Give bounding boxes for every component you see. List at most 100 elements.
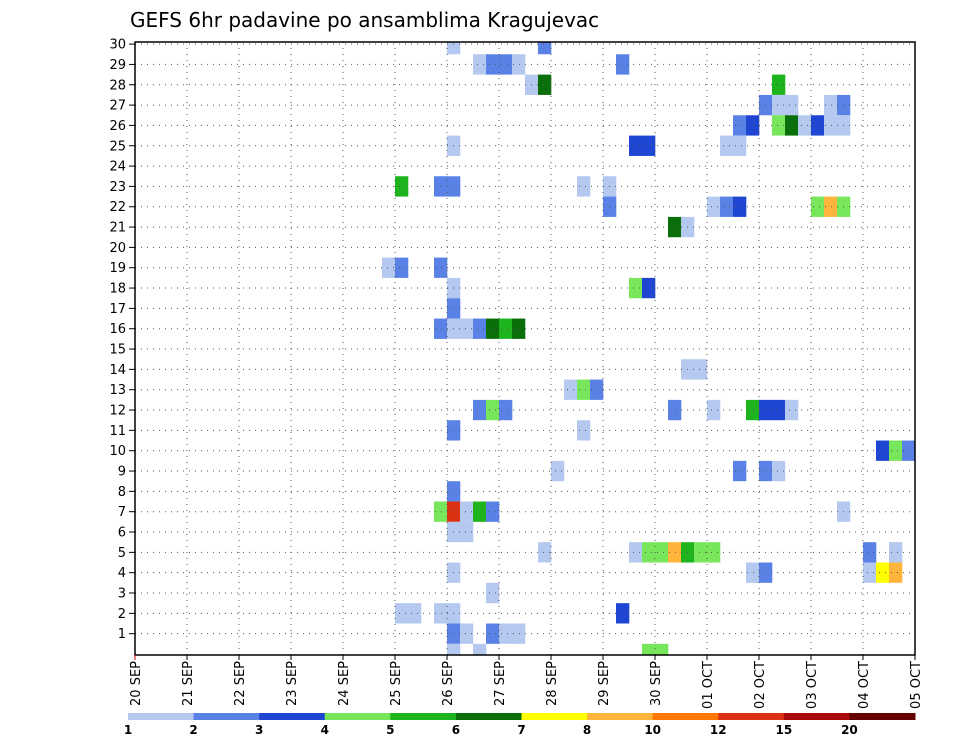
heatmap-cell-97	[889, 542, 903, 563]
heatmap-cell-60	[590, 379, 604, 400]
heatmap-cell-28	[395, 176, 409, 197]
heatmap-cell-72	[876, 440, 890, 461]
heatmap-cell-18	[785, 115, 799, 136]
heatmap-cell-12	[785, 94, 799, 116]
heatmap-cell-16	[746, 115, 760, 136]
grid-lines	[135, 42, 915, 655]
heatmap-cell-42	[382, 257, 396, 278]
y-tick-label-12: 12	[109, 404, 126, 419]
heatmap-cell-26	[720, 135, 734, 156]
legend-label-6: 6	[452, 723, 460, 737]
legend-swatch-2	[259, 713, 326, 720]
x-tick-label-7: 27 SEP	[493, 661, 508, 706]
heatmap-cell-61	[473, 399, 487, 421]
heatmap-cells	[382, 42, 916, 655]
heatmap-cell-5	[512, 54, 526, 75]
heatmap-cell-43	[395, 257, 409, 278]
heatmap-cell-101	[863, 562, 877, 583]
heatmap-cell-8	[538, 74, 552, 95]
x-tick-label-0: 20 SEP	[129, 661, 144, 706]
heatmap-cell-49	[434, 318, 448, 339]
y-tick-label-22: 22	[109, 200, 126, 215]
x-tick-label-1: 21 SEP	[181, 661, 196, 706]
heatmap-cell-0	[447, 42, 461, 55]
heatmap-cell-94	[694, 542, 708, 563]
y-tick-label-1: 1	[118, 627, 126, 642]
plot-frame	[134, 41, 916, 656]
heatmap-cell-75	[551, 460, 565, 482]
legend-swatch-3	[324, 713, 391, 720]
legend-label-12: 12	[710, 723, 727, 737]
y-tick-label-13: 13	[109, 383, 126, 398]
x-tick-label-4: 24 SEP	[337, 661, 352, 706]
y-tick-label-6: 6	[118, 526, 126, 541]
y-tick-label-19: 19	[109, 261, 126, 276]
heatmap-cell-58	[564, 379, 578, 400]
heatmap-cell-54	[499, 318, 513, 339]
heatmap-cell-109	[616, 603, 630, 624]
x-tick-label-8: 28 SEP	[545, 661, 560, 706]
heatmap-cell-62	[486, 399, 500, 421]
y-tick-label-5: 5	[118, 546, 126, 561]
heatmap-cell-31	[577, 176, 591, 197]
x-tick-label-2: 22 SEP	[233, 661, 248, 706]
heatmap-cell-102	[876, 562, 890, 583]
legend-swatch-10	[783, 713, 850, 720]
legend-swatch-5	[455, 713, 522, 720]
legend-label-5: 5	[386, 723, 394, 737]
y-tick-label-17: 17	[109, 302, 126, 317]
y-tick-label-10: 10	[109, 444, 126, 459]
color-legend: 1 2 3 4 5 6 7 8 10 12 15 20	[124, 713, 916, 737]
y-tick-label-2: 2	[118, 607, 126, 622]
heatmap-cell-11	[772, 94, 786, 116]
heatmap-cell-27	[733, 135, 747, 156]
heatmap-cell-3	[486, 54, 500, 75]
heatmap-cell-6	[616, 54, 630, 75]
x-tick-label-12: 02 OCT	[753, 661, 768, 709]
legend-swatch-1	[193, 713, 260, 720]
heatmap-cell-34	[707, 196, 721, 217]
heatmap-cell-4	[499, 54, 513, 75]
legend-label-15: 15	[775, 723, 792, 737]
legend-swatch-6	[521, 713, 588, 720]
heatmap-cell-64	[668, 399, 682, 421]
x-tick-label-13: 03 OCT	[805, 661, 820, 709]
heatmap-cell-90	[642, 542, 656, 563]
legend-label-1: 1	[124, 723, 132, 737]
x-tick-label-9: 29 SEP	[597, 661, 612, 706]
heatmap-cell-116	[473, 643, 487, 655]
y-tick-label-21: 21	[109, 221, 126, 236]
heatmap-cell-63	[499, 399, 513, 421]
heatmap-cell-104	[486, 582, 500, 604]
heatmap-cell-88	[538, 542, 552, 563]
heatmap-cell-53	[486, 318, 500, 339]
heatmap-cell-37	[811, 196, 825, 217]
x-tick-label-6: 26 SEP	[441, 661, 456, 706]
heatmap-cell-52	[473, 318, 487, 339]
y-tick-label-23: 23	[109, 180, 126, 195]
heatmap-cell-84	[486, 501, 500, 522]
heatmap-cell-2	[473, 54, 487, 75]
heatmap-cell-106	[408, 603, 422, 624]
legend-swatch-7	[587, 713, 654, 720]
heatmap-cell-44	[434, 257, 448, 278]
y-tick-label-16: 16	[109, 322, 126, 337]
heatmap-cell-118	[655, 643, 669, 655]
heatmap-cell-29	[434, 176, 448, 197]
heatmap-cell-21	[824, 115, 838, 136]
heatmap-cell-111	[460, 623, 474, 644]
heatmap-cell-47	[642, 277, 656, 299]
y-tick-label-25: 25	[109, 139, 126, 154]
heatmap-cell-68	[772, 399, 786, 421]
heatmap-cell-65	[707, 399, 721, 421]
legend-swatch-0	[128, 713, 195, 720]
legend-label-7: 7	[517, 723, 525, 737]
y-tick-label-24: 24	[109, 160, 126, 175]
y-tick-label-26: 26	[109, 119, 126, 134]
heatmap-cell-83	[473, 501, 487, 522]
heatmap-cell-69	[785, 399, 799, 421]
heatmap-cell-113	[499, 623, 513, 644]
heatmap-cell-55	[512, 318, 526, 339]
heatmap-cell-17	[772, 115, 786, 136]
